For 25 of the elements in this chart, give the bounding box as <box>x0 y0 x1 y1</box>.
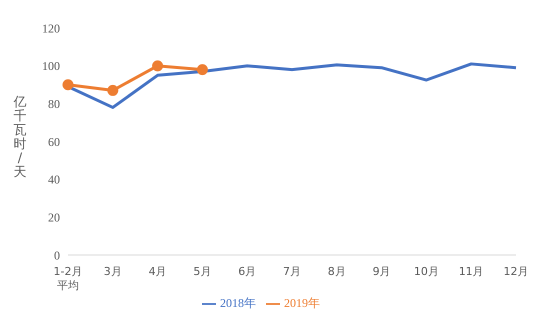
point <box>152 60 164 72</box>
x-tick-label: 6月 <box>238 265 256 278</box>
y-tick-label: 20 <box>48 210 60 224</box>
y-tick-label: 100 <box>42 59 60 74</box>
y-tick-label: 80 <box>48 96 60 111</box>
y-tick-label: 0 <box>54 248 60 262</box>
x-tick-label: 3月 <box>104 265 122 278</box>
point <box>107 84 118 96</box>
x-tick-label: 8月 <box>328 265 346 278</box>
point <box>196 64 208 76</box>
legend-label: 2018年 <box>220 296 256 310</box>
x-tick-label: 12月 <box>504 265 528 278</box>
x-tick-label: 7月 <box>283 265 301 278</box>
x-tick-label: 4月 <box>148 265 167 278</box>
x-tick-label: 11月 <box>458 265 484 278</box>
y-tick-label: 60 <box>48 134 60 149</box>
legend-label: 2019年 <box>284 296 320 310</box>
x-tick-label: 10月 <box>414 265 439 278</box>
x-tick-label: 1-2月平均 <box>54 265 82 292</box>
y-tick-label: 120 <box>42 21 60 36</box>
point <box>62 79 74 90</box>
x-tick-label: 5月 <box>193 265 212 278</box>
y-tick-label: 40 <box>48 172 60 187</box>
y-axis-title: 亿千瓦时/天 <box>12 95 26 180</box>
x-tick-label: 9月 <box>372 265 391 278</box>
